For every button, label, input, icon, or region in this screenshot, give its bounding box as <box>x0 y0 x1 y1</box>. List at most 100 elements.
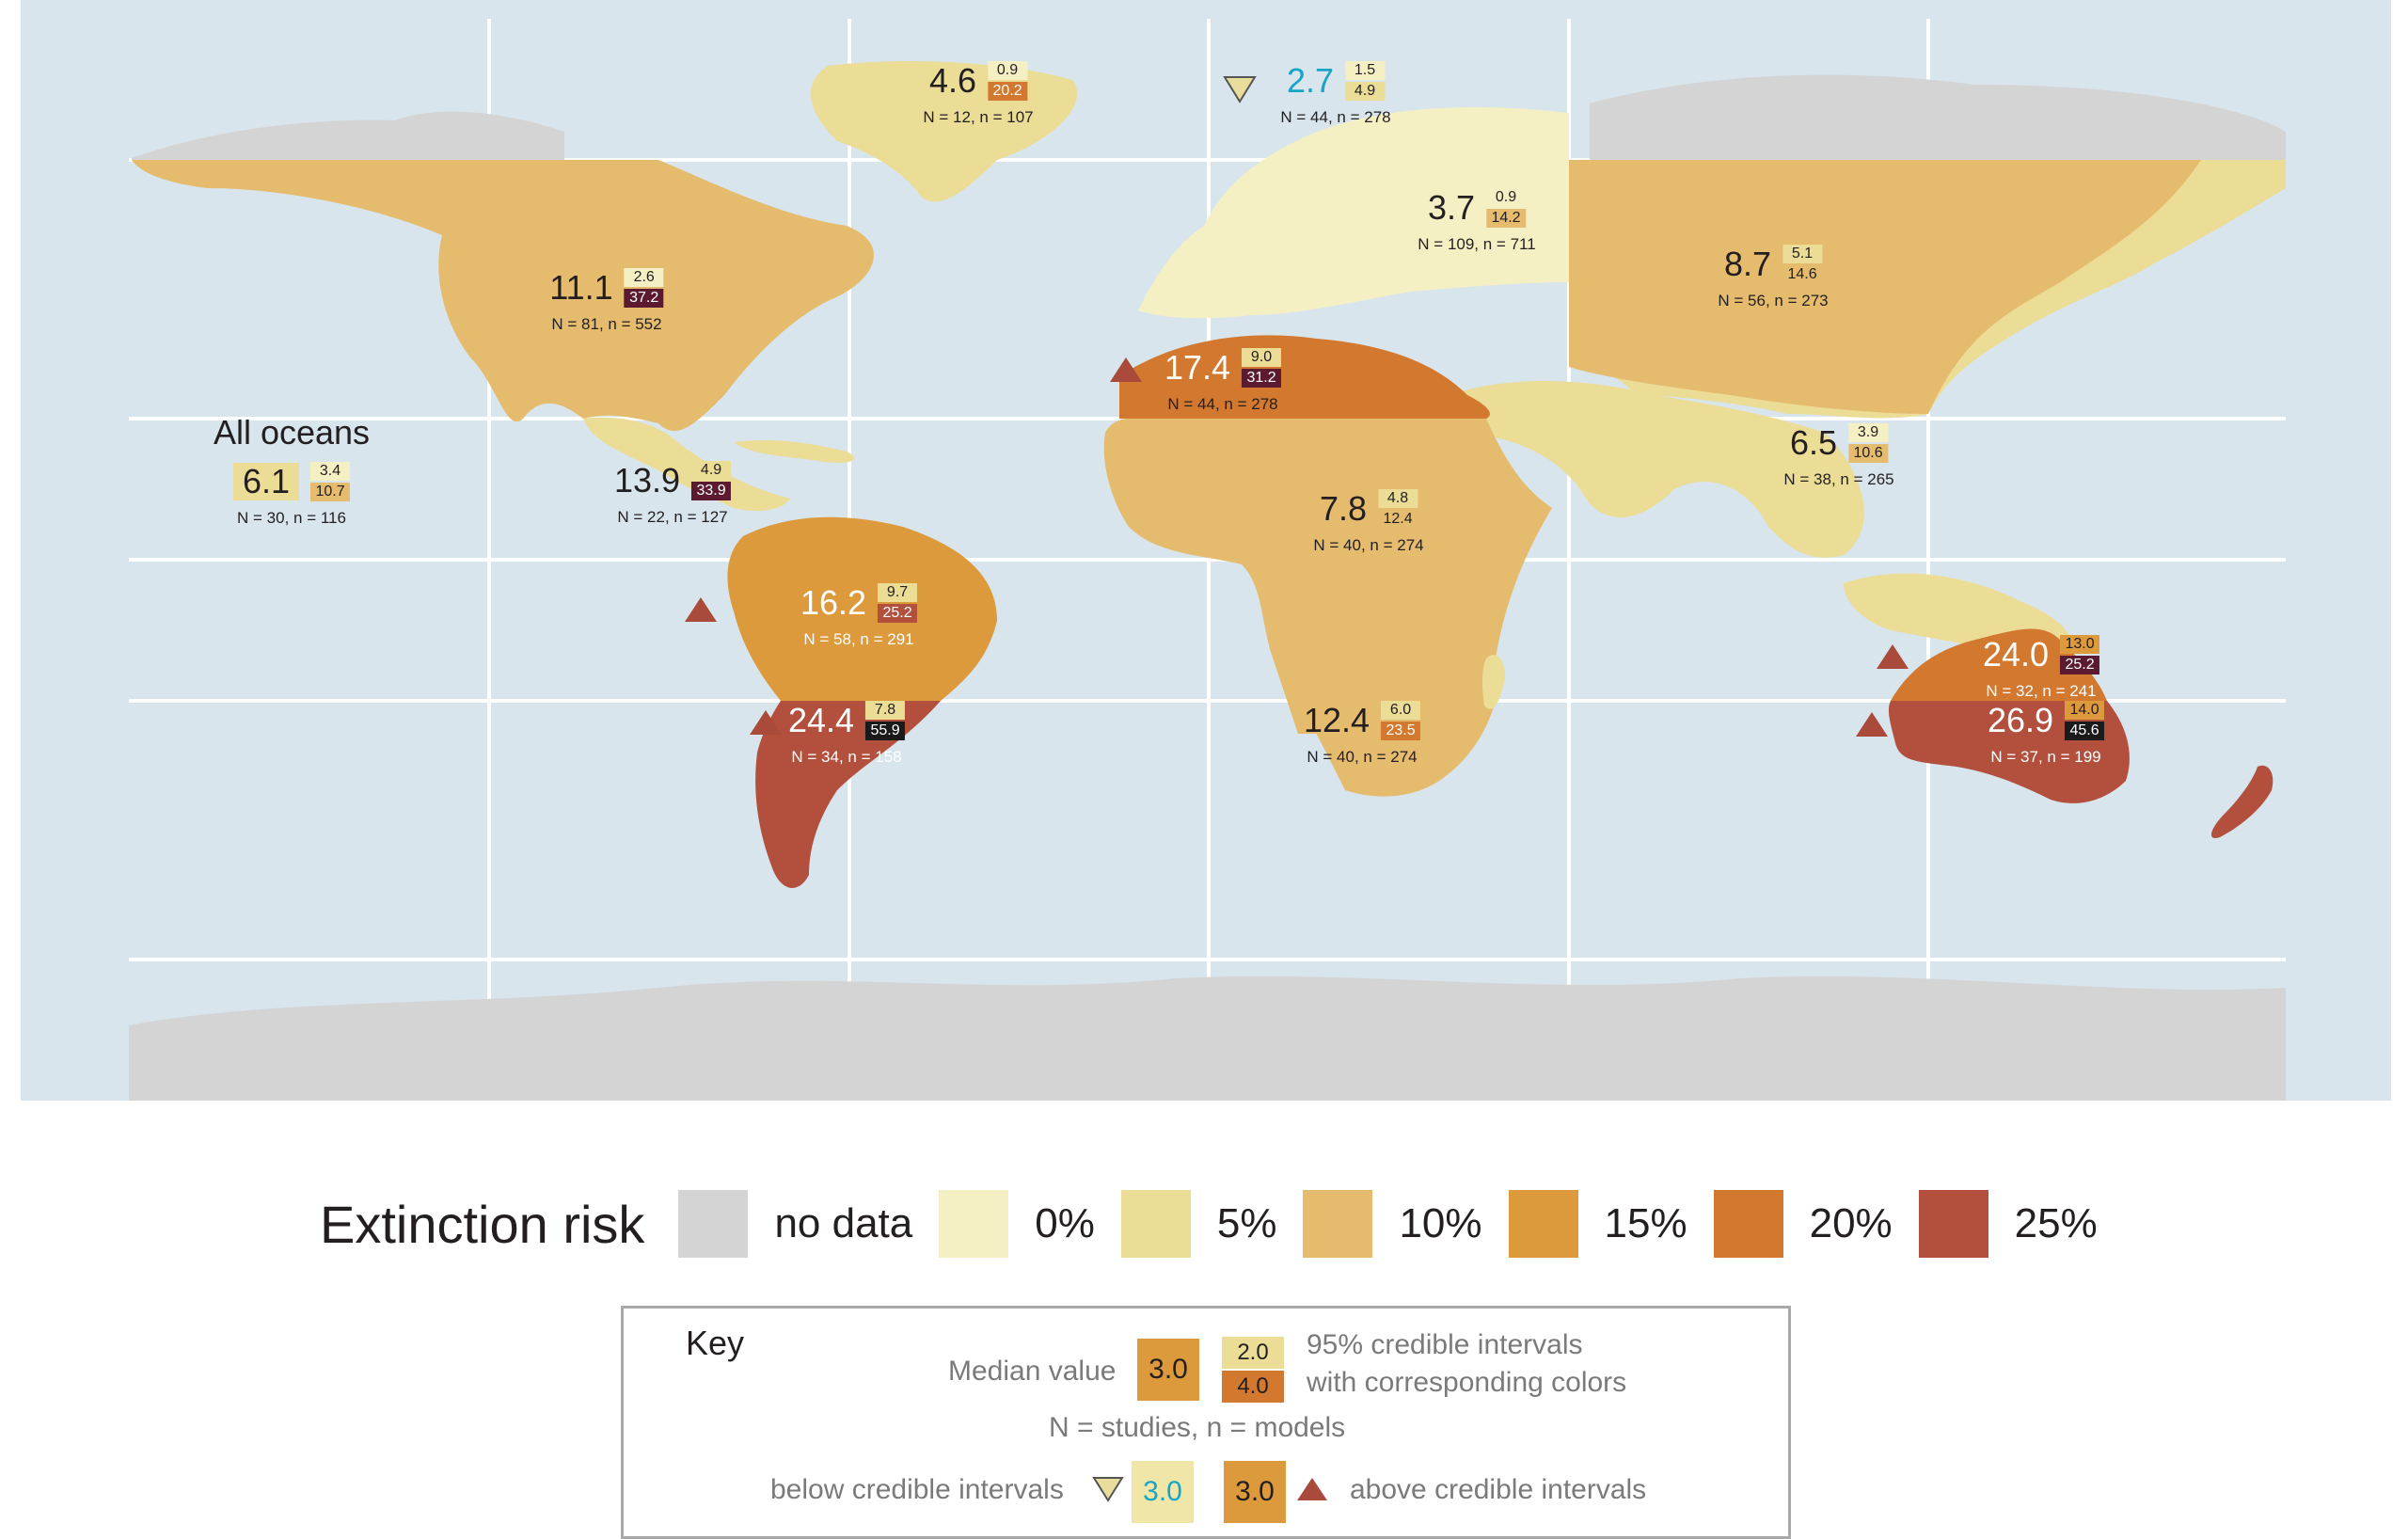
ci-upper: 14.2 <box>1486 209 1527 228</box>
ci-upper: 10.7 <box>310 483 351 501</box>
credible-interval: 0.9 20.2 <box>988 61 1028 101</box>
region-annotation-arctic-europe: 2.7 1.5 4.9 N = 44, n = 278 <box>1280 61 1391 127</box>
region-annotation-africa: 7.8 4.8 12.4 N = 40, n = 274 <box>1313 489 1424 555</box>
ci-upper: 25.2 <box>2060 656 2100 674</box>
legend-swatch <box>939 1190 1009 1258</box>
region-annotation-southern-africa: 12.4 6.0 23.5 N = 40, n = 274 <box>1303 701 1421 767</box>
ci-lower: 0.9 <box>988 61 1028 80</box>
median-value: 24.4 <box>787 701 855 739</box>
key-title: Key <box>686 1324 745 1362</box>
ci-lower: 4.9 <box>691 461 732 480</box>
madagascar <box>1481 655 1505 709</box>
arctic-islands <box>1590 74 2286 160</box>
region-annotation-australia-south: 26.9 14.0 45.6 N = 37, n = 199 <box>1987 701 2105 767</box>
study-counts: N = 30, n = 116 <box>237 509 346 527</box>
europe <box>1138 107 1569 319</box>
study-counts: N = 44, n = 278 <box>1167 395 1278 413</box>
credible-interval: 1.5 4.9 <box>1345 61 1386 101</box>
ci-lower: 2.6 <box>624 268 664 287</box>
credible-interval: 4.9 33.9 <box>691 461 732 500</box>
ci-upper: 31.2 <box>1242 369 1282 388</box>
ci-lower: 13.0 <box>2060 635 2100 654</box>
legend-label: 15% <box>1604 1200 1687 1246</box>
legend-label: 0% <box>1035 1200 1095 1246</box>
legend-label: 20% <box>1809 1200 1893 1246</box>
legend-swatch <box>1303 1190 1373 1258</box>
legend-swatch <box>678 1190 749 1258</box>
region-value-row: 12.4 6.0 23.5 <box>1303 701 1421 740</box>
region-annotation-south-asia: 6.5 3.9 10.6 N = 38, n = 265 <box>1783 423 1894 489</box>
ci-upper: 12.4 <box>1378 510 1418 529</box>
ci-lower: 9.0 <box>1242 348 1282 367</box>
above-credible-marker-icon <box>685 597 737 638</box>
credible-interval: 9.7 25.2 <box>878 583 918 623</box>
key-ci-lo-example: 2.0 <box>1222 1337 1284 1369</box>
south-asia <box>1449 381 1864 558</box>
region-value-row: 26.9 14.0 45.6 <box>1987 701 2105 740</box>
credible-interval: 2.6 37.2 <box>624 268 664 308</box>
legend-item: 20% <box>1713 1190 1893 1258</box>
median-value: 24.0 <box>1982 635 2050 674</box>
ci-upper: 14.6 <box>1782 265 1823 284</box>
key-ci-line1: 95% credible intervals <box>1307 1329 1583 1360</box>
above-credible-marker-icon <box>750 710 801 751</box>
study-counts: N = 34, n = 158 <box>791 748 902 766</box>
ci-upper: 25.2 <box>878 604 918 623</box>
north-america <box>132 160 874 432</box>
median-value: 26.9 <box>1987 701 2054 739</box>
ci-upper: 33.9 <box>691 482 732 500</box>
antarctica <box>129 976 2286 1101</box>
ci-upper: 45.6 <box>2065 722 2105 740</box>
ci-lower: 3.9 <box>1848 423 1889 442</box>
key-ci-hi-example: 4.0 <box>1222 1371 1284 1403</box>
credible-interval: 4.8 12.4 <box>1378 489 1418 529</box>
region-label: All oceans <box>213 413 371 452</box>
median-value: 16.2 <box>800 583 867 622</box>
ci-lower: 4.8 <box>1378 489 1418 508</box>
ci-lower: 9.7 <box>878 583 918 602</box>
credible-interval: 9.0 31.2 <box>1242 348 1282 388</box>
key-below-label: below credible intervals <box>770 1474 1064 1505</box>
study-counts: N = 44, n = 278 <box>1280 108 1391 126</box>
ci-lower: 7.8 <box>865 701 906 720</box>
study-counts: N = 32, n = 241 <box>1986 682 2097 700</box>
above-credible-marker-icon <box>1856 712 1908 753</box>
credible-interval: 13.0 25.2 <box>2060 635 2100 674</box>
new-zealand <box>2210 765 2273 838</box>
study-counts: N = 22, n = 127 <box>617 508 728 526</box>
region-annotation-south-america-north: 16.2 9.7 25.2 N = 58, n = 291 <box>800 583 918 649</box>
central-america <box>583 417 790 511</box>
key-above-example: 3.0 <box>1224 1461 1286 1523</box>
median-value: 3.7 <box>1427 188 1476 227</box>
south-america-south <box>755 701 941 888</box>
legend-swatch <box>1508 1190 1578 1258</box>
key-below-example: 3.0 <box>1132 1461 1194 1523</box>
north-africa <box>1119 335 1490 419</box>
ci-lower: 6.0 <box>1381 701 1421 720</box>
region-value-row: 6.1 3.4 10.7 <box>214 462 370 501</box>
africa <box>1103 419 1552 734</box>
region-value-row: 13.9 4.9 33.9 <box>614 461 732 500</box>
credible-interval: 14.0 45.6 <box>2065 701 2105 740</box>
ci-lower: 14.0 <box>2065 701 2105 720</box>
region-annotation-south-america-south: 24.4 7.8 55.9 N = 34, n = 158 <box>787 701 906 767</box>
legend-item: 15% <box>1508 1190 1687 1258</box>
world-map <box>21 0 2391 1101</box>
key-above-marker-icon <box>1297 1478 1327 1500</box>
study-counts: N = 38, n = 265 <box>1783 470 1894 488</box>
legend-item: 5% <box>1120 1190 1276 1258</box>
region-value-row: 2.7 1.5 4.9 <box>1280 61 1390 101</box>
below-credible-marker-icon <box>1223 76 1274 118</box>
region-value-row: 4.6 0.9 20.2 <box>923 61 1033 101</box>
canadian-arctic <box>132 111 564 160</box>
median-value: 12.4 <box>1303 701 1370 739</box>
legend-item: 25% <box>1918 1190 2098 1258</box>
above-credible-marker-icon <box>1877 644 1928 685</box>
region-annotation-north-africa: 17.4 9.0 31.2 N = 44, n = 278 <box>1164 348 1282 414</box>
region-value-row: 3.7 0.9 14.2 <box>1418 188 1535 228</box>
study-counts: N = 12, n = 107 <box>923 108 1034 126</box>
key-below-marker-icon <box>1092 1477 1124 1502</box>
legend-title: Extinction risk <box>320 1194 645 1254</box>
median-value: 2.7 <box>1286 61 1335 100</box>
study-counts: N = 40, n = 274 <box>1307 748 1418 766</box>
